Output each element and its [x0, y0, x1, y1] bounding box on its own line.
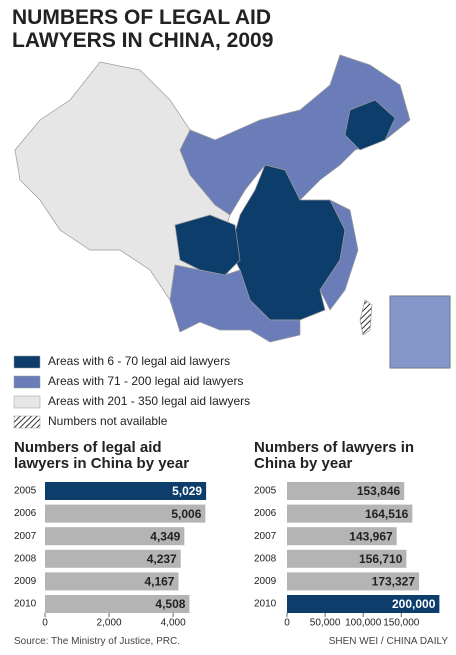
y-tick-label: 2008	[14, 553, 37, 564]
value-label: 164,516	[365, 507, 409, 521]
credit: SHEN WEI / CHINA DAILY	[328, 636, 448, 647]
map-northeast	[344, 99, 396, 151]
map-north	[179, 54, 411, 216]
y-tick-label: 2010	[254, 599, 277, 610]
charts: 2005 5,029 2006 5,006 2007 4,349 2008 4,237 2009…	[14, 482, 440, 629]
bar	[287, 504, 413, 523]
y-tick-label: 2009	[254, 576, 277, 587]
x-tick-label: 50,000	[310, 618, 341, 629]
map-sichuan	[174, 214, 241, 276]
y-tick-label: 2008	[254, 553, 277, 564]
map-southwest	[169, 264, 301, 343]
legend-swatch	[13, 375, 41, 389]
x-tick-label: 100,000	[345, 618, 382, 629]
value-label: 5,006	[171, 507, 201, 521]
legend-swatch	[13, 415, 41, 429]
y-tick-label: 2005	[254, 486, 277, 497]
bar	[287, 527, 397, 546]
bar	[287, 572, 420, 591]
value-label: 143,967	[349, 529, 393, 543]
y-tick-label: 2005	[14, 486, 37, 497]
legend-swatch	[13, 395, 41, 409]
value-label: 156,710	[359, 552, 403, 566]
x-tick-label: 0	[42, 618, 48, 629]
x-tick-label: 150,000	[383, 618, 420, 629]
legend-label: Areas with 201 - 350 legal aid lawyers	[48, 394, 250, 408]
y-tick-label: 2006	[14, 508, 37, 519]
taiwan	[359, 299, 373, 336]
value-label: 4,167	[144, 575, 174, 589]
value-label: 173,327	[372, 575, 416, 589]
bar	[45, 572, 179, 591]
source: Source: The Ministry of Justice, PRC.	[14, 636, 180, 647]
x-tick-label: 4,000	[161, 618, 186, 629]
legend: Areas with 6 - 70 legal aid lawyers Areas…	[13, 354, 250, 429]
bar	[45, 527, 185, 546]
value-label: 153,846	[357, 484, 401, 498]
inset-sea	[390, 296, 450, 368]
bar	[45, 482, 207, 500]
legend-label: Numbers not available	[48, 414, 168, 428]
bar	[287, 595, 440, 613]
bar	[287, 549, 407, 568]
map-east	[319, 199, 359, 311]
x-tick-label: 2,000	[97, 618, 122, 629]
legend-swatch	[13, 355, 41, 369]
value-label: 4,508	[155, 597, 185, 611]
legend-label: Areas with 6 - 70 legal aid lawyers	[48, 354, 230, 368]
bar	[45, 549, 181, 568]
value-label: 4,237	[147, 552, 177, 566]
chart-title: Numbers of legal aid lawyers in China by…	[14, 439, 190, 472]
y-tick-label: 2009	[14, 576, 37, 587]
bar	[45, 595, 190, 613]
bar	[45, 504, 206, 523]
y-tick-label: 2007	[254, 531, 277, 542]
title: NUMBERS OF LEGAL AID LAWYERS IN CHINA, 2…	[12, 6, 274, 52]
chart-title: Numbers of lawyers in China by year	[254, 439, 415, 472]
y-tick-label: 2010	[14, 599, 37, 610]
value-label: 4,349	[150, 529, 180, 543]
value-label: 200,000	[392, 597, 436, 611]
y-tick-label: 2006	[254, 508, 277, 519]
map	[14, 54, 451, 369]
legend-label: Areas with 71 - 200 legal aid lawyers	[48, 374, 243, 388]
bar	[287, 482, 405, 500]
x-tick-label: 0	[284, 618, 290, 629]
value-label: 5,029	[172, 484, 202, 498]
y-tick-label: 2007	[14, 531, 37, 542]
